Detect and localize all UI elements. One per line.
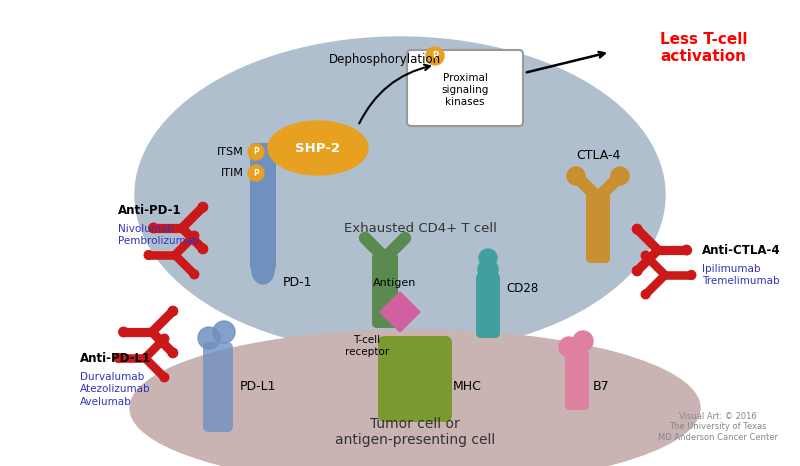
Text: PD-L1: PD-L1 — [240, 379, 277, 392]
Ellipse shape — [478, 259, 498, 281]
Text: Visual Art: © 2016
The University of Texas
MD Anderson Cancer Center: Visual Art: © 2016 The University of Tex… — [658, 412, 778, 442]
Text: CTLA-4: CTLA-4 — [576, 149, 620, 162]
Circle shape — [559, 337, 579, 357]
Text: ITIM: ITIM — [221, 168, 244, 178]
Polygon shape — [380, 292, 420, 332]
FancyBboxPatch shape — [586, 193, 610, 263]
Text: MHC: MHC — [453, 379, 482, 392]
Circle shape — [190, 231, 198, 240]
FancyBboxPatch shape — [203, 342, 233, 432]
Circle shape — [144, 251, 153, 260]
FancyBboxPatch shape — [565, 350, 589, 410]
FancyBboxPatch shape — [378, 336, 452, 422]
Circle shape — [687, 271, 696, 280]
Circle shape — [611, 167, 629, 185]
Text: Anti-PD-L1: Anti-PD-L1 — [80, 351, 151, 364]
Circle shape — [160, 334, 169, 343]
Circle shape — [168, 348, 178, 357]
Circle shape — [248, 165, 264, 181]
Ellipse shape — [268, 121, 368, 175]
Text: Nivolumab
Pembrolizumab: Nivolumab Pembrolizumab — [118, 224, 198, 247]
Text: T-cell
receptor: T-cell receptor — [345, 335, 389, 356]
Circle shape — [248, 144, 264, 160]
Circle shape — [168, 306, 178, 316]
Circle shape — [632, 224, 642, 234]
Text: Exhausted CD4+ T cell: Exhausted CD4+ T cell — [343, 221, 497, 234]
Circle shape — [479, 249, 497, 267]
Text: CD28: CD28 — [506, 281, 538, 295]
Ellipse shape — [130, 330, 700, 466]
Circle shape — [118, 327, 128, 337]
Circle shape — [198, 202, 208, 212]
Text: Anti-PD-1: Anti-PD-1 — [118, 204, 182, 217]
Text: PD-1: PD-1 — [283, 275, 313, 288]
Circle shape — [114, 354, 123, 363]
Text: P: P — [253, 148, 259, 157]
Circle shape — [573, 331, 593, 351]
Text: Durvalumab
Atezolizumab
Avelumab: Durvalumab Atezolizumab Avelumab — [80, 372, 150, 407]
Text: P: P — [432, 52, 438, 61]
Text: P: P — [253, 169, 259, 178]
FancyBboxPatch shape — [250, 143, 276, 271]
Text: Less T-cell
activation: Less T-cell activation — [660, 33, 747, 63]
Circle shape — [160, 373, 169, 382]
Text: ITSM: ITSM — [218, 147, 244, 157]
FancyBboxPatch shape — [407, 50, 523, 126]
Circle shape — [198, 327, 220, 349]
Circle shape — [632, 266, 642, 276]
Circle shape — [198, 244, 208, 254]
Text: Proximal
signaling
kinases: Proximal signaling kinases — [442, 74, 489, 107]
Circle shape — [213, 321, 235, 343]
Text: Anti-CTLA-4: Anti-CTLA-4 — [702, 244, 781, 256]
Text: Tumor cell or
antigen-presenting cell: Tumor cell or antigen-presenting cell — [335, 417, 495, 447]
Text: Dephosphorylation: Dephosphorylation — [329, 54, 441, 67]
Circle shape — [190, 270, 198, 279]
FancyBboxPatch shape — [372, 253, 398, 328]
Text: Antigen: Antigen — [374, 278, 417, 288]
Circle shape — [426, 47, 444, 65]
Circle shape — [149, 223, 158, 233]
Circle shape — [567, 167, 585, 185]
Text: Ipilimumab
Tremelimumab: Ipilimumab Tremelimumab — [702, 264, 780, 287]
Circle shape — [642, 251, 650, 260]
Ellipse shape — [252, 256, 274, 284]
Circle shape — [682, 245, 691, 255]
FancyBboxPatch shape — [476, 273, 500, 338]
Text: B7: B7 — [593, 381, 610, 393]
Ellipse shape — [135, 37, 665, 353]
Text: SHP-2: SHP-2 — [295, 142, 341, 155]
Circle shape — [642, 290, 650, 299]
